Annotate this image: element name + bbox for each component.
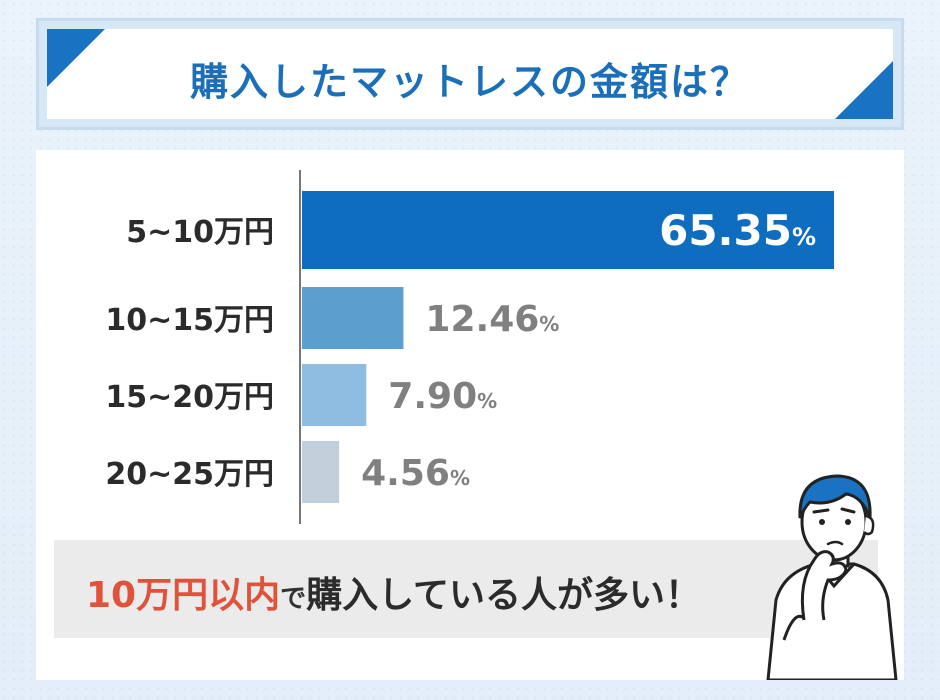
category-label: 15~20万円 [105,380,274,415]
category-label: 5~10万円 [126,215,274,250]
callout-highlight: 10万円以内 [86,575,281,616]
value-number: 7.90 [388,376,477,417]
corner-accent-top-left [47,29,105,87]
thinking-man-icon [766,474,898,680]
callout-particle: で [280,584,307,614]
bar-chart: 5~10万円 65.35% 10~15万円 12.46% 15~20万円 7.90% 20~… [105,170,834,524]
bar [302,287,404,349]
bar [302,441,340,503]
value-unit: % [450,466,470,490]
corner-accent-bottom-right [835,61,893,119]
conclusion-callout: 10万円以内で購入している人が多い！ [54,540,878,638]
callout-rest: 購入している人が多い！ [306,575,702,616]
chart-title: 購入したマットレスの金額は？ [189,60,750,104]
category-label: 10~15万円 [105,303,274,338]
value-label: 12.46% [425,299,559,340]
value-number: 12.46 [425,299,539,340]
value-number: 4.56 [361,453,450,494]
title-banner-inner: 購入したマットレスの金額は？ [47,29,893,119]
value-label: 65.35% [659,206,816,255]
value-unit: % [477,389,497,413]
callout-text: 10万円以内で購入している人が多い！ [86,566,701,618]
value-label: 7.90% [388,376,497,417]
value-unit: % [792,223,816,251]
bar [302,191,834,269]
bar [302,364,367,426]
value-unit: % [539,312,559,336]
value-number: 65.35 [659,206,792,255]
title-banner: 購入したマットレスの金額は？ [36,18,904,130]
value-label: 4.56% [361,453,470,494]
category-label: 20~25万円 [105,457,274,492]
